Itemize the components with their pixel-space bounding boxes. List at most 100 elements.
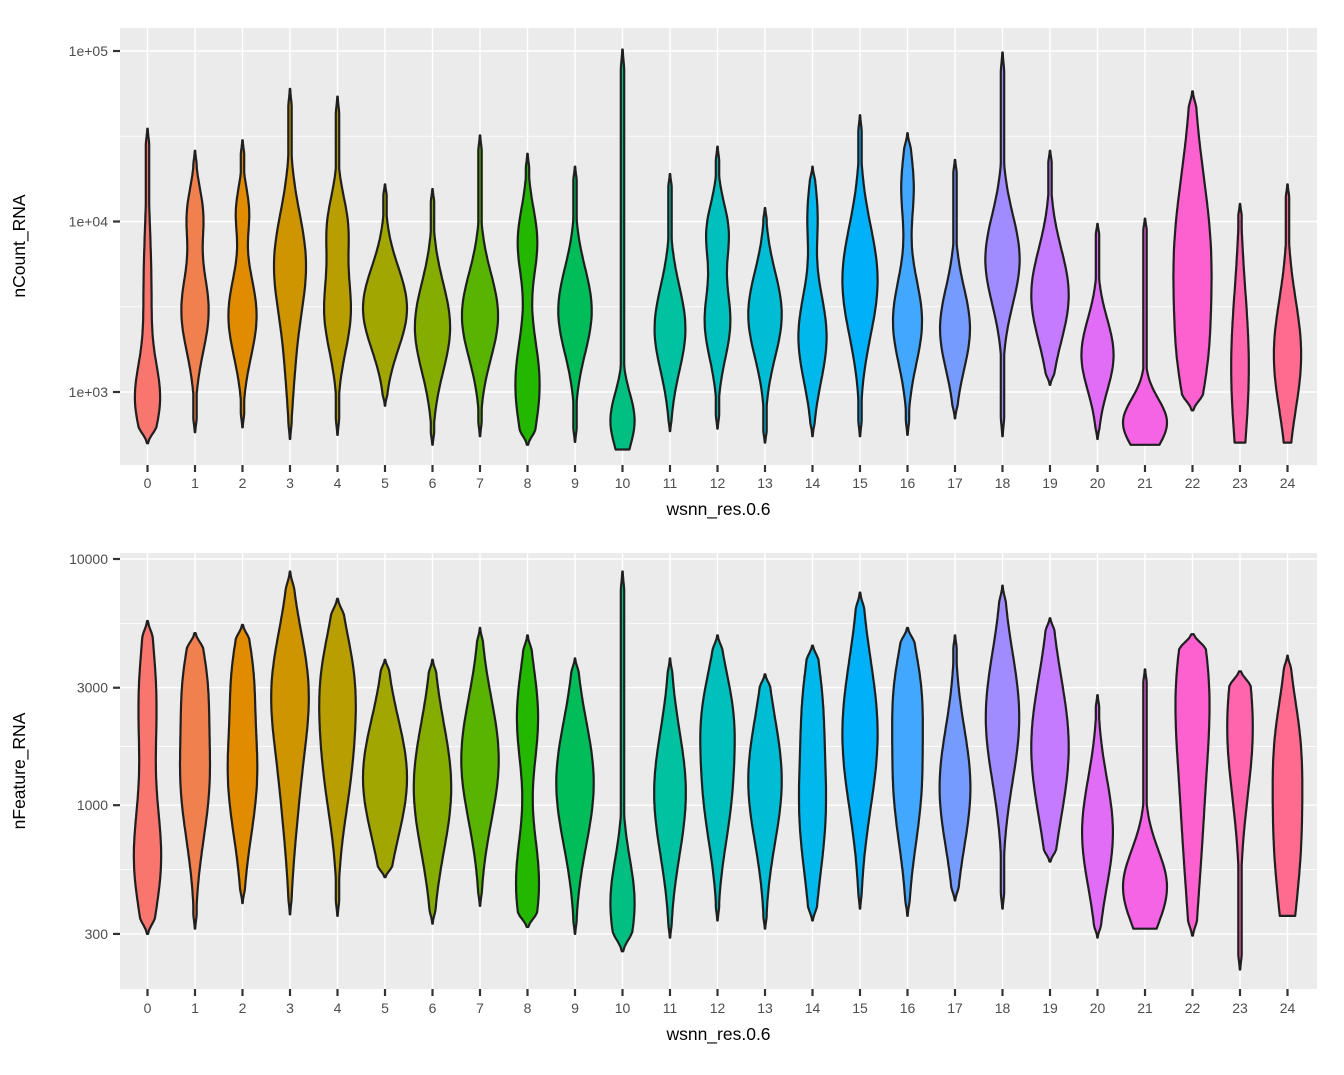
x-tick-label: 6: [429, 475, 437, 491]
violin-nFeature_RNA-cluster-11: [653, 657, 687, 939]
violin-nFeature_RNA-cluster-17: [938, 634, 972, 902]
violins-nFeature_RNA: [132, 570, 1304, 971]
violin-nCount_RNA-cluster-19: [1030, 149, 1070, 386]
x-tick-label: 16: [900, 475, 916, 491]
violin-nCount_RNA-cluster-24: [1272, 183, 1303, 444]
violin-nCount_RNA-cluster-9: [557, 165, 593, 443]
x-tick-label: 20: [1090, 1000, 1106, 1016]
violin-nFeature_RNA-cluster-7: [460, 626, 500, 907]
x-tick-label: 10: [615, 475, 631, 491]
x-tick-label: 6: [429, 1000, 437, 1016]
x-tick-label: 8: [524, 1000, 532, 1016]
violin-nFeature_RNA-cluster-14: [797, 644, 828, 922]
y-axis-title-nCount_RNA: nCount_RNA: [9, 194, 30, 297]
violin-nFeature_RNA-cluster-22: [1174, 633, 1211, 937]
x-tick-label: 12: [710, 475, 726, 491]
violin-nCount_RNA-cluster-14: [797, 165, 828, 438]
x-tick-label: 21: [1137, 475, 1153, 491]
x-tick-label: 22: [1185, 1000, 1201, 1016]
x-tick-label: 0: [144, 1000, 152, 1016]
x-tick-label: 7: [476, 475, 484, 491]
x-tick-label: 17: [947, 475, 963, 491]
violin-nCount_RNA-cluster-1: [180, 149, 210, 434]
violin-nCount_RNA-cluster-12: [703, 145, 732, 430]
x-tick-label: 1: [191, 475, 199, 491]
violin-nFeature_RNA-cluster-20: [1081, 694, 1114, 939]
x-tick-label: 7: [476, 1000, 484, 1016]
x-tick-label: 2: [239, 475, 247, 491]
y-tick-label: 1e+03: [69, 384, 109, 400]
y-tick-label: 10000: [69, 551, 108, 567]
x-tick-label: 17: [947, 1000, 963, 1016]
x-tick-label: 15: [852, 475, 868, 491]
x-tick-label: 9: [571, 475, 579, 491]
violin-nCount_RNA-cluster-10: [609, 48, 636, 451]
violin-nFeature_RNA-cluster-15: [841, 591, 879, 910]
violin-nFeature_RNA-cluster-16: [891, 626, 924, 917]
x-tick-label: 3: [286, 475, 294, 491]
violin-nCount_RNA-cluster-7: [460, 134, 500, 438]
violin-nCount_RNA-cluster-13: [747, 206, 783, 444]
violin-nCount_RNA-cluster-6: [413, 187, 452, 446]
x-tick-label: 13: [757, 475, 773, 491]
violin-nCount_RNA-cluster-23: [1230, 202, 1250, 444]
violin-nFeature_RNA-cluster-13: [747, 673, 783, 930]
x-tick-label: 14: [805, 1000, 821, 1016]
violin-nCount_RNA-cluster-4: [323, 95, 352, 436]
x-tick-label: 5: [381, 1000, 389, 1016]
violin-nFeature_RNA-cluster-0: [132, 619, 163, 935]
x-tick-label: 13: [757, 1000, 773, 1016]
violin-nCount_RNA-cluster-20: [1080, 222, 1115, 441]
x-tick-label: 4: [334, 1000, 342, 1016]
violin-nCount_RNA-cluster-11: [653, 172, 687, 433]
x-tick-label: 21: [1137, 1000, 1153, 1016]
y-axis-title-nFeature_RNA: nFeature_RNA: [9, 712, 30, 829]
violin-nFeature_RNA-cluster-9: [555, 657, 595, 935]
violin-nFeature_RNA-cluster-19: [1030, 617, 1070, 863]
violin-nFeature_RNA-cluster-1: [178, 632, 212, 930]
x-tick-label: 15: [852, 1000, 868, 1016]
x-tick-label: 9: [571, 1000, 579, 1016]
violin-nCount_RNA-cluster-0: [133, 127, 162, 445]
x-tick-label: 12: [710, 1000, 726, 1016]
violin-nFeature_RNA-cluster-21: [1121, 668, 1169, 930]
violin-nFeature_RNA-cluster-10: [609, 570, 636, 953]
violin-nFeature_RNA-cluster-24: [1271, 654, 1304, 917]
violin-nCount_RNA-cluster-18: [984, 51, 1021, 438]
violins-nCount_RNA: [133, 48, 1303, 451]
x-tick-label: 24: [1280, 1000, 1296, 1016]
y-tick-label: 1000: [77, 797, 108, 813]
x-tick-label: 19: [1042, 1000, 1058, 1016]
x-tick-label: 0: [144, 475, 152, 491]
x-tick-label: 14: [805, 475, 821, 491]
x-tick-label: 4: [334, 475, 342, 491]
x-tick-label: 16: [900, 1000, 916, 1016]
x-tick-label: 18: [995, 475, 1011, 491]
violin-nFeature_RNA-cluster-12: [699, 634, 736, 922]
violin-nCount_RNA-cluster-15: [841, 114, 879, 438]
x-tick-label: 23: [1232, 1000, 1248, 1016]
y-tick-label: 3000: [77, 680, 108, 696]
y-tick-label: 300: [85, 926, 109, 942]
x-tick-label: 8: [524, 475, 532, 491]
violin-nFeature_RNA-cluster-3: [270, 570, 310, 916]
violin-nCount_RNA-cluster-22: [1172, 90, 1213, 412]
violin-nCount_RNA-cluster-8: [514, 152, 541, 446]
x-tick-label: 10: [615, 1000, 631, 1016]
x-tick-label: 3: [286, 1000, 294, 1016]
violin-nCount_RNA-cluster-17: [938, 158, 972, 420]
violin-nCount_RNA-cluster-16: [891, 132, 924, 436]
x-tick-label: 5: [381, 475, 389, 491]
x-tick-label: 22: [1185, 475, 1201, 491]
violin-nCount_RNA-cluster-3: [272, 87, 308, 441]
x-axis-title-nFeature_RNA: wsnn_res.0.6: [665, 1024, 770, 1045]
x-tick-label: 23: [1232, 475, 1248, 491]
x-tick-label: 20: [1090, 475, 1106, 491]
x-tick-label: 11: [663, 475, 678, 491]
